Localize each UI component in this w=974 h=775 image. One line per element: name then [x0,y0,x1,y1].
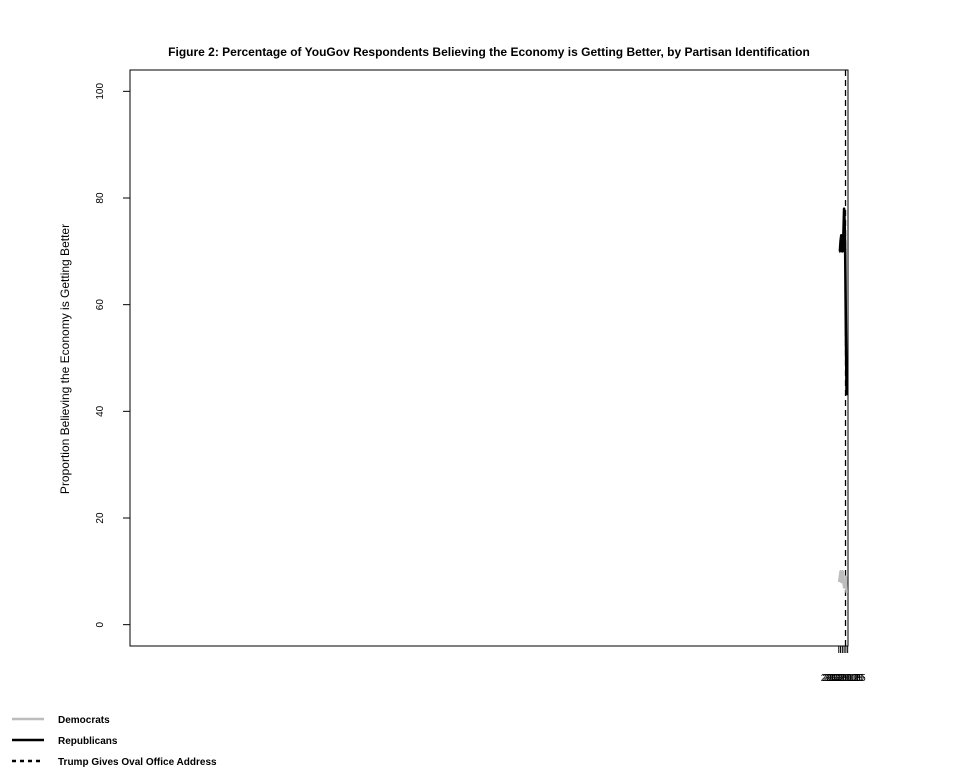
series-lines [837,207,848,593]
plot-frame [129,69,849,647]
chart-title: Figure 2: Percentage of YouGov Responden… [168,45,810,59]
legend-label-democrats: Democrats [58,715,110,726]
y-tick-label: 0 [95,621,106,627]
x-tick-label: 2020.20 [828,673,865,684]
x-tick-label: 2020.00 [821,673,858,684]
y-tick-label: 20 [95,512,106,524]
y-tick-label: 40 [95,405,106,417]
y-tick-label: 80 [95,192,106,204]
x-tick-label: 2020.05 [822,673,859,684]
x-tick-label: 2020.25 [830,673,867,684]
x-tick-label: 2020.15 [826,673,863,684]
republicans-series-line [838,207,848,396]
y-axis-label: Proportion Believing the Economy is Gett… [58,224,72,494]
democrats-series-line [837,569,848,593]
y-tick-label: 60 [95,299,106,311]
y-tick-label: 100 [95,83,106,100]
x-tick-label: 2020.10 [824,673,861,684]
legend-label-trump-gives-oval-office-address: Trump Gives Oval Office Address [58,757,217,768]
x-axis: 2020.002020.052020.102020.152020.202020.… [821,645,867,684]
legend-label-republicans: Republicans [58,736,118,747]
legend: Democrats Republicans Trump Gives Oval Off… [12,715,217,768]
y-axis: 0 20 40 60 80 100 [95,83,131,627]
